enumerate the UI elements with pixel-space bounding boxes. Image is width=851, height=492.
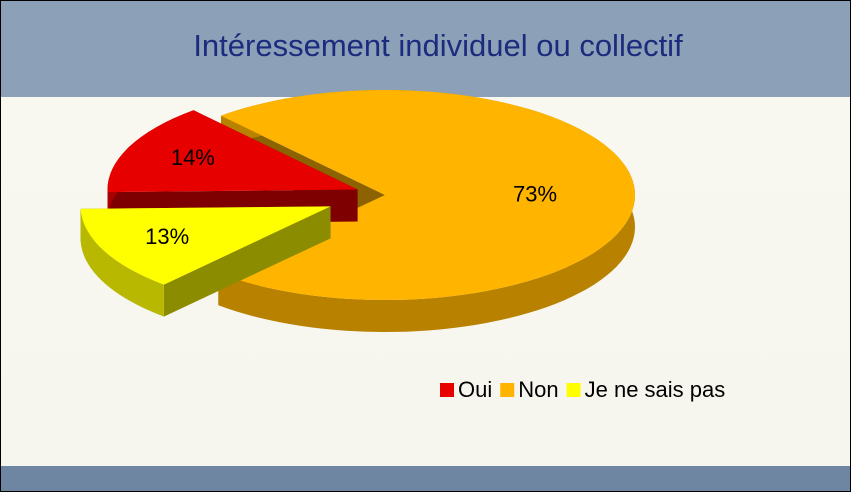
slice-top xyxy=(107,110,358,193)
legend-swatch xyxy=(440,383,454,397)
bottom-bar xyxy=(1,466,850,491)
legend: Oui Non Je ne sais pas xyxy=(440,377,725,402)
slice-rim xyxy=(80,208,164,317)
data-label: 14% xyxy=(171,145,215,170)
legend-label: Je ne sais pas xyxy=(585,377,726,402)
legend-label: Non xyxy=(518,377,558,402)
legend-swatch xyxy=(500,383,515,397)
chart-title: Intéressement individuel ou collectif xyxy=(193,28,683,63)
title-bar xyxy=(1,1,850,97)
legend-swatch xyxy=(566,383,581,397)
slice-top xyxy=(218,90,635,301)
slice: 13% xyxy=(80,206,331,317)
data-label: 13% xyxy=(145,224,189,249)
legend-label: Oui xyxy=(458,377,492,402)
slice-top xyxy=(80,206,331,285)
data-label: 73% xyxy=(513,181,557,206)
pie: 73% 14% 13% xyxy=(80,90,636,333)
